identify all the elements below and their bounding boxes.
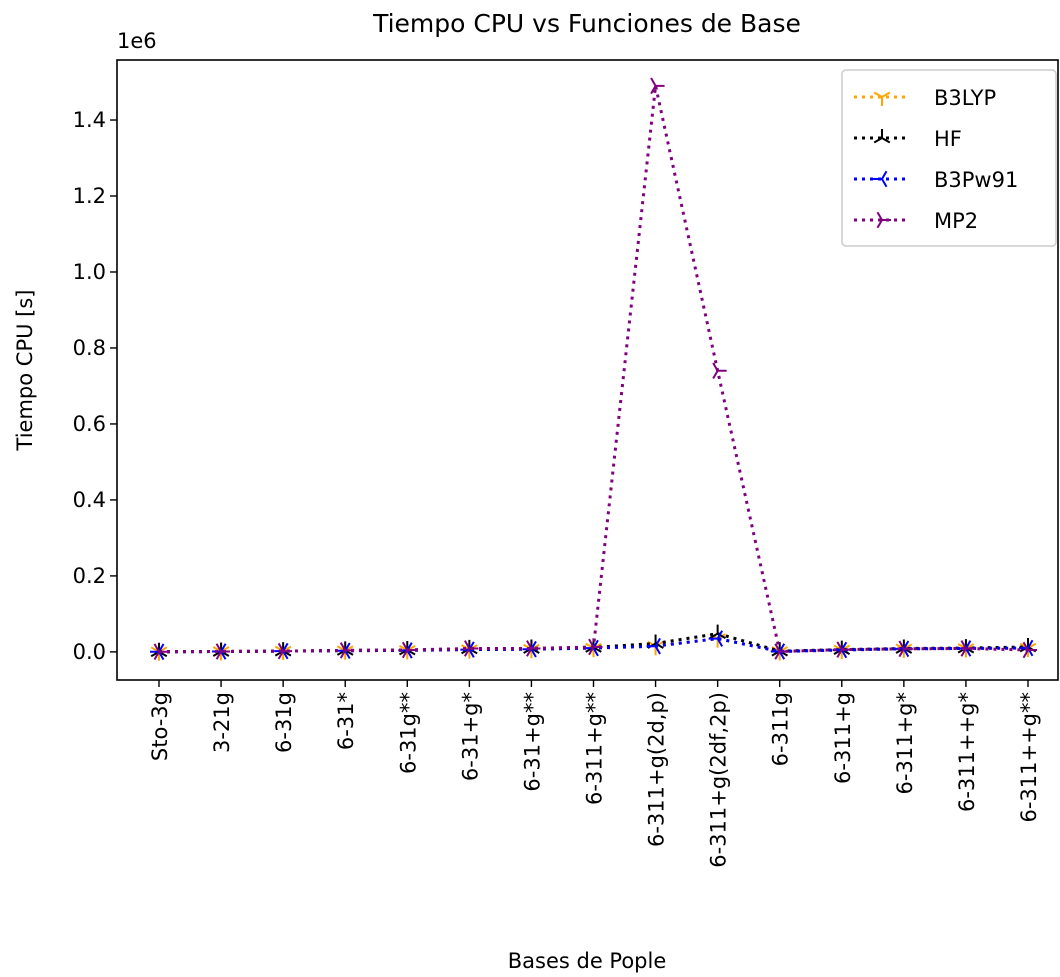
data-point (153, 643, 168, 660)
data-point (401, 641, 417, 659)
y-tick-label: 0.0 (73, 640, 106, 664)
x-tick-label: 6-31+g* (458, 692, 482, 781)
y-tick-label: 0.6 (73, 412, 106, 436)
x-tick-label: 6-31+g** (520, 692, 544, 792)
x-tick-label: 6-311++g** (1017, 692, 1041, 823)
data-point (712, 362, 727, 380)
x-tick-label: Sto-3g (148, 692, 172, 761)
plot-frame (116, 59, 1059, 681)
x-tick-label: 6-311++g* (955, 692, 979, 812)
data-point (339, 642, 355, 659)
data-point (836, 641, 851, 658)
legend-marker (876, 211, 891, 229)
y-tick-label: 1.4 (73, 108, 106, 132)
x-tick-label: 6-311g (769, 692, 793, 766)
data-point (774, 643, 789, 660)
legend-marker (873, 170, 888, 188)
legend-label: MP2 (934, 209, 978, 233)
x-tick-label: 6-311+g(2df,2p) (707, 692, 731, 868)
legend-label: HF (934, 127, 962, 151)
x-tick-label: 6-31* (334, 692, 358, 750)
data-point (898, 640, 913, 658)
y-tick-label: 0.4 (73, 488, 106, 512)
y-axis-label: Tiempo CPU [s] (13, 290, 37, 452)
x-axis-label: Bases de Pople (508, 949, 667, 973)
legend-box (841, 69, 1057, 247)
y-tick-label: 1.0 (73, 260, 106, 284)
x-tick-label: 3-21g (210, 692, 234, 753)
y-tick-label: 1.2 (73, 184, 106, 208)
data-point (709, 624, 726, 640)
data-point (215, 643, 231, 660)
data-point (277, 642, 293, 660)
legend-label: B3LYP (934, 86, 996, 110)
x-tick-label: 6-311+g* (893, 692, 917, 794)
chart-title: Tiempo CPU vs Funciones de Base (372, 9, 801, 38)
y-tick-label: 0.8 (73, 336, 106, 360)
x-tick-label: 6-311+g (831, 692, 855, 784)
legend-marker (873, 91, 891, 106)
y-tick-label: 0.2 (73, 564, 106, 588)
data-point (1022, 641, 1037, 659)
data-point (708, 630, 724, 647)
x-tick-label: 6-311+g** (583, 692, 607, 805)
data-point (646, 637, 661, 655)
data-point (960, 640, 975, 657)
legend-label: B3Pw91 (934, 168, 1018, 192)
legend-marker (873, 129, 891, 144)
data-point (463, 640, 479, 657)
y-offset-label: 1e6 (117, 29, 157, 53)
x-tick-label: 6-311+g(2d,p) (645, 692, 669, 847)
x-tick-label: 6-31g** (396, 692, 420, 774)
data-point (650, 77, 665, 95)
x-tick-label: 6-31g (272, 692, 296, 753)
data-point (588, 638, 603, 656)
data-point (526, 640, 541, 657)
